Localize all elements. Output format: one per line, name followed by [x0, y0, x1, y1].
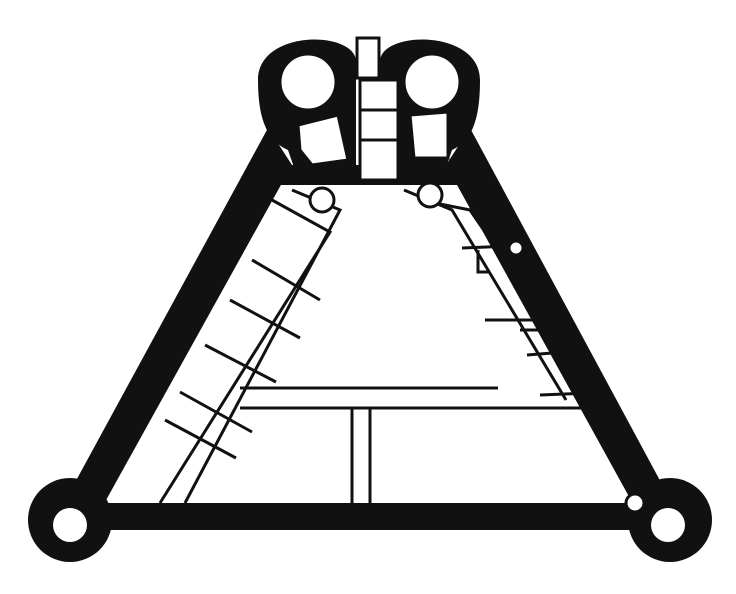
right-curtain-wall: [446, 128, 664, 502]
curtain-walls: [72, 128, 664, 530]
gate-passage: [355, 36, 400, 182]
bottom-curtain-wall: [95, 503, 640, 530]
gate-tower-right: [380, 39, 480, 186]
left-curtain-wall: [72, 128, 292, 502]
gate-tower-left: [258, 39, 356, 186]
interior-partitions: [158, 181, 602, 504]
corner-tower-bottom-right: [624, 478, 712, 562]
corner-tower-bottom-left: [28, 478, 112, 562]
